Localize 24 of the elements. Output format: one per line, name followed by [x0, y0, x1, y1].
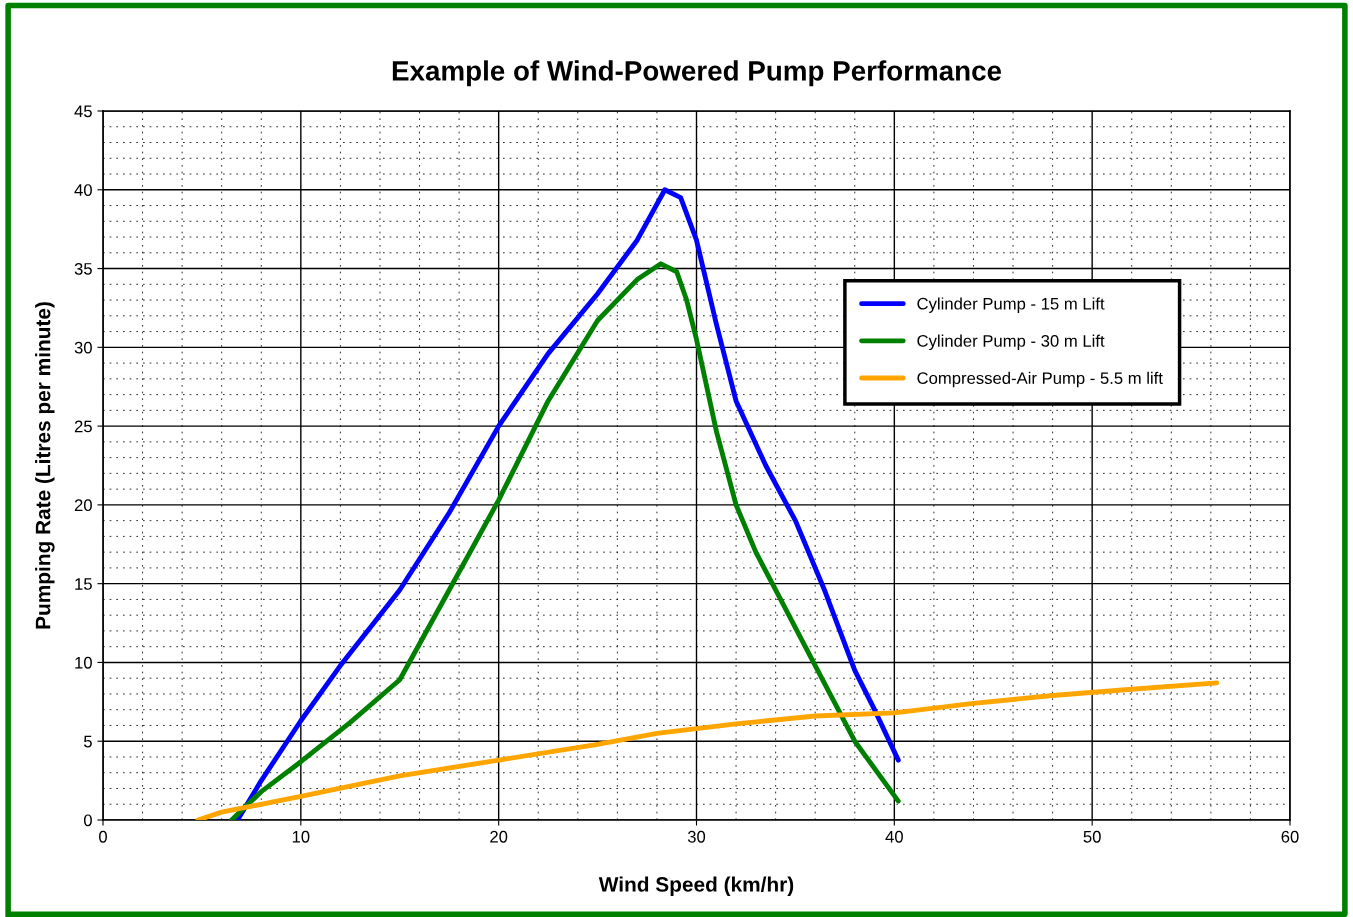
- line-series: [195, 680, 1220, 820]
- y-tick-label: 30: [74, 341, 92, 354]
- x-tick-label: 30: [687, 830, 706, 843]
- y-axis-title: Pumping Rate (Litres per minute): [35, 302, 55, 629]
- y-tick-label: 0: [83, 814, 92, 827]
- y-tick-label: 25: [74, 420, 92, 433]
- legend-label: Cylinder Pump - 15 m Lift: [917, 297, 1105, 313]
- chart-title: Example of Wind-Powered Pump Performance: [392, 60, 1002, 87]
- y-tick-label: 45: [74, 105, 92, 118]
- x-tick-label: 10: [292, 830, 310, 843]
- y-tick-label: 20: [74, 499, 92, 512]
- x-tick-label: 0: [99, 830, 107, 843]
- x-tick-label: 40: [885, 830, 903, 843]
- x-axis-title: Wind Speed (km/hr): [598, 876, 794, 896]
- legend-label: Cylinder Pump - 30 m Lift: [917, 334, 1105, 351]
- x-tick-label: 50: [1083, 830, 1101, 843]
- y-tick-label: 5: [83, 735, 92, 748]
- legend-label: Compressed-Air Pump - 5.5 m lift: [917, 371, 1163, 388]
- y-tick-label: 15: [75, 578, 92, 590]
- y-tick-label: 35: [74, 262, 92, 275]
- y-tick-label: 10: [75, 656, 92, 669]
- y-tick-label: 40: [74, 184, 92, 196]
- x-tick-label: 60: [1281, 830, 1299, 843]
- x-tick-label: 20: [490, 830, 508, 843]
